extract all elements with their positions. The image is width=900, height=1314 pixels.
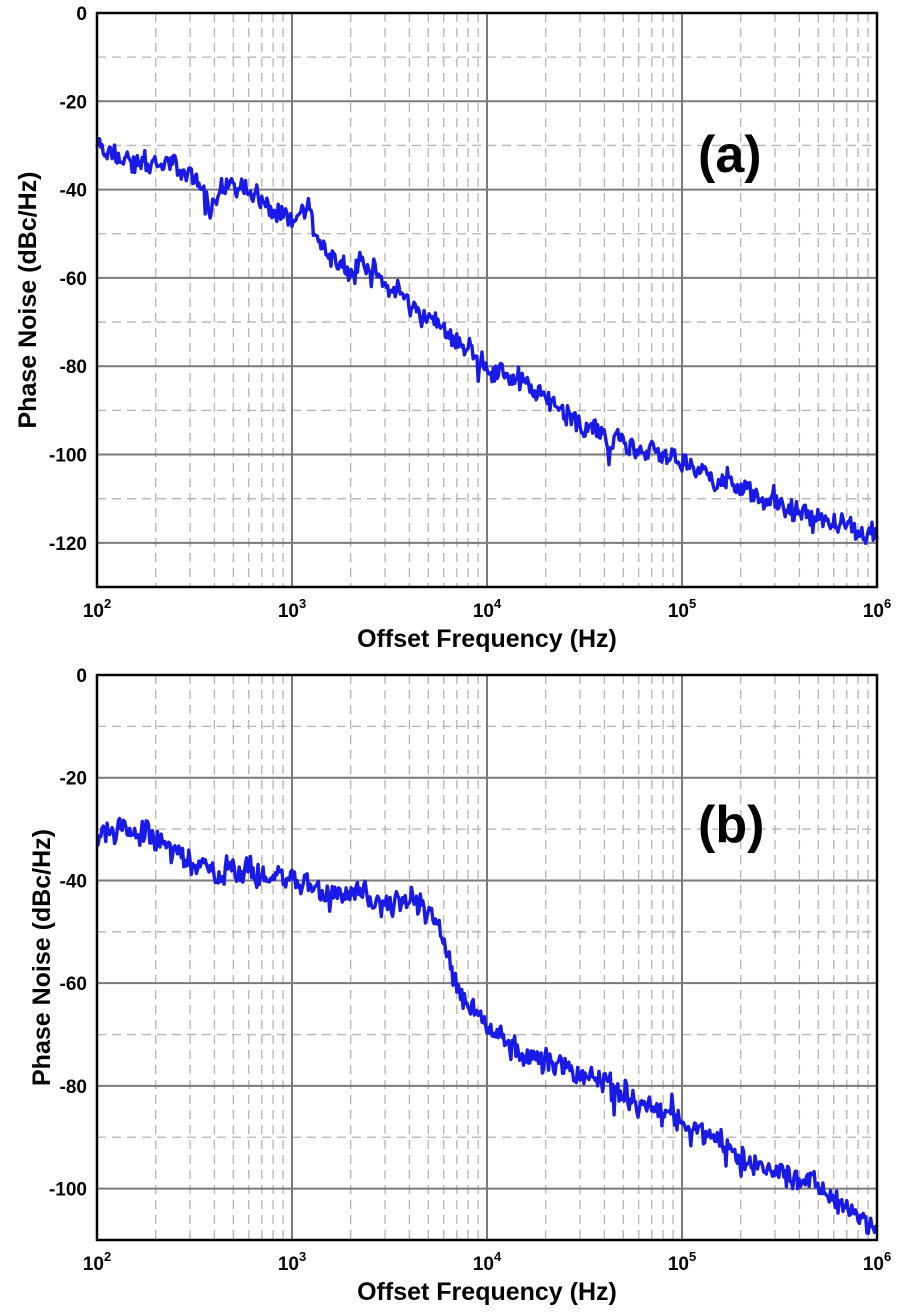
x-axis-title: Offset Frequency (Hz) bbox=[357, 1278, 617, 1306]
y-tick-label: -60 bbox=[60, 974, 87, 995]
y-tick-label: 0 bbox=[76, 666, 87, 687]
x-axis-title: Offset Frequency (Hz) bbox=[357, 625, 617, 653]
chart-panel-b: 0 -20 -40 -60 -80 -100 102 103 104 105 106 Offset F… bbox=[28, 666, 891, 1306]
y-tick-label: -100 bbox=[49, 1180, 87, 1201]
y-tick-label: -40 bbox=[60, 181, 87, 202]
y-tick-label: -60 bbox=[60, 269, 87, 290]
x-tick-label: 106 bbox=[863, 1249, 891, 1275]
chart-panel-a: 0 -20 -40 -60 -80 -100 -120 102 103 104 105 106 Offs… bbox=[14, 4, 891, 653]
phase-noise-trace bbox=[95, 137, 879, 545]
y-tick-label: -20 bbox=[60, 769, 87, 790]
y-tick-label: -20 bbox=[60, 92, 87, 113]
x-tick-label: 105 bbox=[668, 596, 696, 622]
x-tick-label: 103 bbox=[278, 596, 306, 622]
panel-label: (b) bbox=[698, 796, 764, 854]
y-tick-label: 0 bbox=[76, 4, 87, 25]
y-tick-label: -80 bbox=[60, 357, 87, 378]
y-axis-title: Phase Noise (dBc/Hz) bbox=[14, 171, 42, 428]
y-tick-label: -40 bbox=[60, 871, 87, 892]
plot-frame bbox=[95, 673, 879, 1242]
phase-noise-trace bbox=[95, 816, 879, 1236]
x-tick-label: 104 bbox=[473, 596, 502, 622]
y-tick-label: -100 bbox=[49, 446, 87, 467]
plot-frame bbox=[95, 11, 879, 589]
y-axis-title: Phase Noise (dBc/Hz) bbox=[28, 829, 56, 1086]
y-tick-label: -80 bbox=[60, 1077, 87, 1098]
x-tick-label: 105 bbox=[668, 1249, 696, 1275]
x-tick-label: 102 bbox=[83, 1249, 111, 1275]
y-tick-label: -120 bbox=[49, 534, 87, 555]
x-tick-label: 102 bbox=[83, 596, 111, 622]
x-tick-label: 103 bbox=[278, 1249, 306, 1275]
panel-label: (a) bbox=[698, 126, 762, 184]
x-tick-label: 104 bbox=[473, 1249, 502, 1275]
x-tick-label: 106 bbox=[863, 596, 891, 622]
